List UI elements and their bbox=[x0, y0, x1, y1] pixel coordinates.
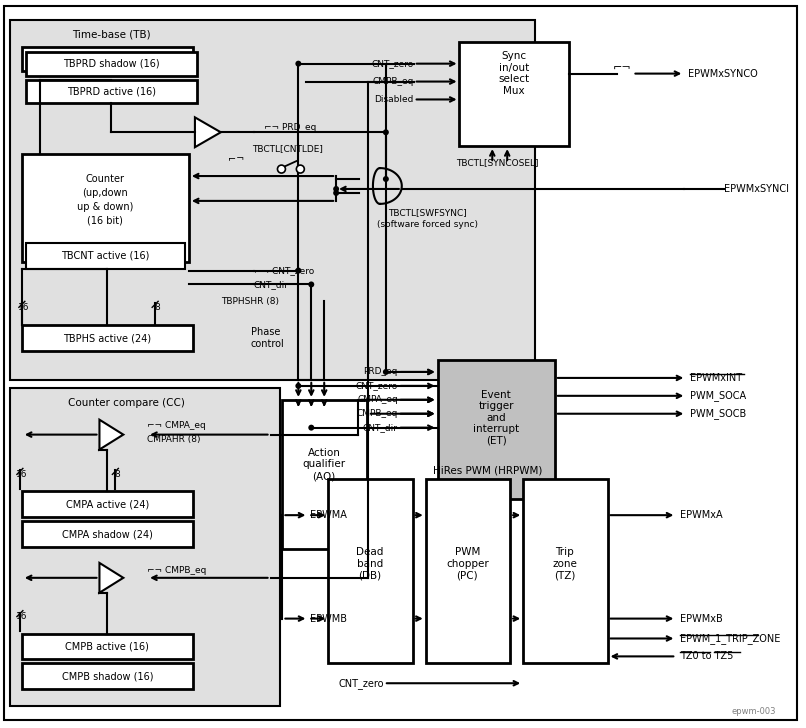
Circle shape bbox=[297, 165, 305, 173]
Bar bbox=[297, 457, 676, 696]
Bar bbox=[426, 479, 510, 663]
Polygon shape bbox=[99, 420, 123, 449]
Text: (up,down: (up,down bbox=[82, 188, 128, 198]
Text: PWM_SOCA: PWM_SOCA bbox=[690, 390, 746, 401]
Text: PRD_eq: PRD_eq bbox=[364, 368, 398, 376]
Circle shape bbox=[295, 60, 301, 67]
Text: CNT_dir: CNT_dir bbox=[254, 280, 289, 289]
Polygon shape bbox=[195, 117, 221, 147]
Text: ⌐¬ PRD_eq: ⌐¬ PRD_eq bbox=[264, 123, 316, 132]
Text: Dead
band
(DB): Dead band (DB) bbox=[356, 547, 384, 580]
Text: ⌐¬ CMPA_eq: ⌐¬ CMPA_eq bbox=[147, 422, 206, 430]
Circle shape bbox=[309, 282, 314, 288]
Text: CNT_zero: CNT_zero bbox=[339, 678, 384, 689]
Bar bbox=[26, 79, 197, 103]
Bar bbox=[22, 325, 193, 351]
Text: TBPRD active (16): TBPRD active (16) bbox=[67, 87, 156, 97]
Bar bbox=[22, 491, 193, 517]
Text: TBCTL[SYNCOSEL]: TBCTL[SYNCOSEL] bbox=[456, 159, 538, 167]
Bar bbox=[22, 154, 189, 261]
Text: TBPHS active (24): TBPHS active (24) bbox=[64, 333, 152, 343]
Text: 16: 16 bbox=[16, 470, 27, 479]
Bar bbox=[282, 400, 367, 549]
Text: EPWMxSYNCO: EPWMxSYNCO bbox=[688, 68, 758, 79]
Text: EPWMxA: EPWMxA bbox=[680, 510, 723, 521]
Text: Trip
zone
(TZ): Trip zone (TZ) bbox=[552, 547, 577, 580]
Circle shape bbox=[309, 424, 314, 431]
Text: TZ0 to TZ5: TZ0 to TZ5 bbox=[680, 652, 733, 661]
Text: ⌐¬: ⌐¬ bbox=[613, 63, 632, 74]
Circle shape bbox=[333, 190, 339, 196]
Text: Counter: Counter bbox=[86, 174, 125, 184]
Text: (16 bit): (16 bit) bbox=[88, 215, 123, 226]
Bar bbox=[26, 52, 197, 76]
Text: TBPRD shadow (16): TBPRD shadow (16) bbox=[63, 59, 160, 68]
Text: CNT_zero: CNT_zero bbox=[355, 381, 398, 390]
Text: CNT_dir: CNT_dir bbox=[363, 423, 398, 432]
Text: EPWMA: EPWMA bbox=[310, 510, 347, 521]
Text: ⌐¬ CNT_zero: ⌐¬ CNT_zero bbox=[254, 266, 314, 275]
Text: EPWMxINT: EPWMxINT bbox=[690, 373, 742, 383]
Bar bbox=[459, 41, 569, 146]
Text: CMPA_eq: CMPA_eq bbox=[357, 395, 398, 404]
Bar bbox=[10, 20, 535, 380]
Text: Event
trigger
and
interrupt
(ET): Event trigger and interrupt (ET) bbox=[473, 389, 519, 446]
Text: TBPHSHR (8): TBPHSHR (8) bbox=[221, 297, 279, 306]
Text: EPWMB: EPWMB bbox=[310, 614, 347, 624]
Text: EPWM_1_TRIP_ZONE: EPWM_1_TRIP_ZONE bbox=[680, 633, 781, 644]
Bar bbox=[22, 521, 193, 547]
Text: 16: 16 bbox=[18, 303, 30, 312]
Text: Sync
in/out
select
Mux: Sync in/out select Mux bbox=[499, 51, 530, 96]
Text: epwm-003: epwm-003 bbox=[731, 707, 775, 716]
Text: CMPA shadow (24): CMPA shadow (24) bbox=[62, 529, 153, 539]
Text: ⌐¬: ⌐¬ bbox=[227, 154, 244, 164]
Circle shape bbox=[295, 383, 301, 389]
Text: CMPAHR (8): CMPAHR (8) bbox=[147, 435, 201, 444]
Text: 8: 8 bbox=[114, 470, 120, 479]
Bar bbox=[438, 360, 555, 499]
Text: CNT_zero: CNT_zero bbox=[372, 59, 413, 68]
Polygon shape bbox=[99, 563, 123, 593]
Bar bbox=[328, 479, 413, 663]
Text: up & down): up & down) bbox=[77, 202, 134, 212]
Text: CMPB shadow (16): CMPB shadow (16) bbox=[61, 671, 153, 681]
Circle shape bbox=[383, 369, 388, 375]
Text: EPWMxSYNCI: EPWMxSYNCI bbox=[724, 184, 789, 194]
Text: HiRes PWM (HRPWM): HiRes PWM (HRPWM) bbox=[433, 465, 542, 475]
Circle shape bbox=[295, 267, 301, 274]
Bar bbox=[26, 242, 185, 269]
Text: PWM_SOCB: PWM_SOCB bbox=[690, 408, 746, 419]
Text: (software forced sync): (software forced sync) bbox=[377, 221, 478, 229]
Bar bbox=[22, 47, 193, 71]
Bar bbox=[22, 663, 193, 689]
Text: CMPA active (24): CMPA active (24) bbox=[66, 499, 149, 509]
Bar bbox=[22, 633, 193, 660]
Text: Phase
control: Phase control bbox=[251, 328, 285, 349]
Text: TBCTL[SWFSYNC]: TBCTL[SWFSYNC] bbox=[388, 208, 467, 218]
Text: CMPB active (16): CMPB active (16) bbox=[65, 641, 149, 652]
Text: TBCTL[CNTLDE]: TBCTL[CNTLDE] bbox=[251, 143, 322, 153]
Text: CMPB_eq: CMPB_eq bbox=[356, 409, 398, 418]
Bar bbox=[523, 479, 608, 663]
Circle shape bbox=[277, 165, 285, 173]
Text: PWM
chopper
(PC): PWM chopper (PC) bbox=[446, 547, 488, 580]
Text: CMPB_eq: CMPB_eq bbox=[372, 77, 413, 86]
Text: Disabled: Disabled bbox=[374, 95, 413, 104]
Text: Time-base (TB): Time-base (TB) bbox=[72, 30, 150, 40]
Text: EPWMxB: EPWMxB bbox=[680, 614, 723, 624]
Text: 8: 8 bbox=[154, 303, 160, 312]
Text: Action
qualifier
(AQ): Action qualifier (AQ) bbox=[302, 448, 346, 481]
Bar bbox=[10, 388, 280, 706]
Circle shape bbox=[383, 130, 388, 135]
Text: 16: 16 bbox=[16, 612, 27, 621]
Text: TBCNT active (16): TBCNT active (16) bbox=[61, 250, 150, 261]
Text: ⌐¬ CMPB_eq: ⌐¬ CMPB_eq bbox=[147, 566, 206, 575]
Circle shape bbox=[383, 176, 388, 182]
Text: Counter compare (CC): Counter compare (CC) bbox=[68, 397, 185, 408]
Circle shape bbox=[333, 186, 339, 192]
